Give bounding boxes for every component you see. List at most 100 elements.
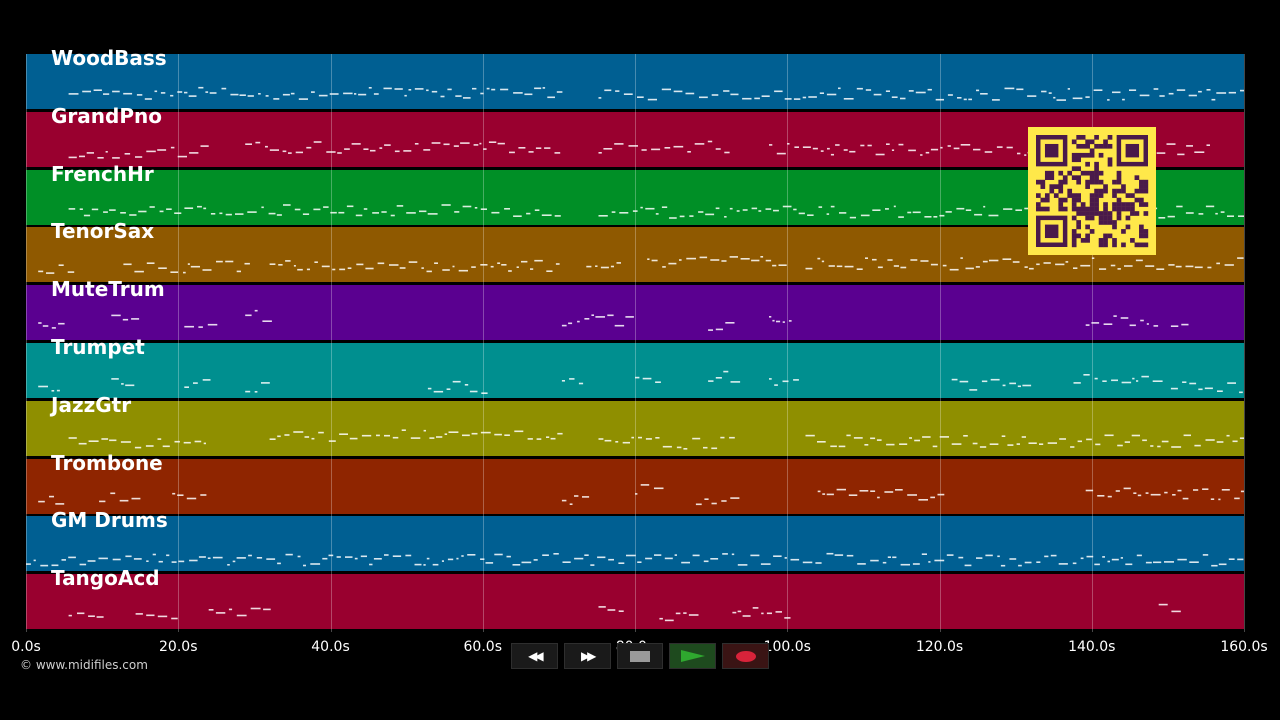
note	[794, 146, 799, 148]
note	[245, 143, 252, 145]
note	[51, 327, 56, 329]
note	[245, 314, 252, 317]
note	[1129, 324, 1136, 327]
note	[1102, 556, 1105, 559]
note	[1142, 439, 1147, 441]
note	[1146, 323, 1149, 325]
note	[219, 212, 223, 214]
note	[363, 148, 369, 150]
note	[930, 148, 939, 151]
note	[326, 150, 336, 153]
note	[805, 268, 813, 270]
note	[1176, 89, 1186, 91]
note	[598, 606, 606, 608]
note	[87, 560, 96, 563]
note	[187, 263, 190, 266]
note	[695, 503, 702, 505]
note	[1156, 152, 1166, 154]
note	[737, 564, 748, 567]
note	[568, 322, 573, 325]
note	[673, 90, 683, 93]
note	[908, 90, 914, 92]
note	[900, 267, 907, 269]
note	[556, 91, 563, 93]
note	[1158, 603, 1168, 606]
note	[1018, 565, 1022, 567]
track-notes	[38, 310, 1189, 332]
note	[729, 436, 735, 439]
note	[121, 383, 124, 385]
note	[802, 561, 813, 564]
note	[827, 147, 830, 150]
note	[516, 266, 519, 269]
note	[508, 270, 512, 273]
note	[266, 558, 276, 561]
note	[761, 95, 770, 97]
note	[940, 146, 943, 149]
note	[38, 385, 48, 388]
note	[336, 556, 341, 559]
note	[600, 267, 609, 269]
note	[119, 499, 129, 502]
fast-forward-button[interactable]: ▶▶	[563, 643, 611, 669]
note	[1207, 267, 1212, 269]
note	[668, 263, 677, 265]
note	[1001, 435, 1006, 437]
stop-button[interactable]	[616, 643, 664, 669]
track-7: JazzGtr	[26, 393, 1244, 456]
note	[311, 437, 315, 440]
note	[1059, 437, 1066, 440]
note	[561, 324, 567, 327]
note	[88, 440, 99, 442]
note	[125, 384, 135, 387]
note	[935, 98, 944, 101]
note	[912, 211, 921, 213]
track-notes	[26, 553, 1244, 567]
note	[788, 320, 792, 322]
note	[997, 555, 1000, 558]
note	[171, 617, 178, 620]
note	[907, 493, 917, 496]
note	[947, 144, 951, 147]
note	[793, 379, 799, 381]
note	[711, 502, 717, 504]
note	[384, 554, 389, 557]
note	[354, 93, 357, 95]
note	[209, 92, 217, 94]
note	[928, 561, 931, 564]
note	[349, 437, 358, 440]
note	[136, 94, 143, 96]
note	[534, 208, 540, 211]
note	[216, 261, 223, 263]
note	[410, 437, 421, 439]
rewind-button[interactable]: ◀◀	[511, 643, 558, 669]
note	[710, 259, 720, 262]
gridline	[26, 54, 27, 632]
note	[983, 205, 986, 208]
note	[1117, 268, 1121, 271]
note	[550, 437, 556, 440]
play-button[interactable]	[669, 643, 717, 669]
note	[480, 92, 484, 95]
note	[462, 205, 472, 207]
note	[590, 564, 595, 567]
note	[1009, 382, 1016, 385]
note	[318, 431, 324, 434]
note	[40, 565, 49, 567]
track-notes	[68, 86, 1244, 101]
note	[501, 264, 507, 266]
time-tick-label: 0.0s	[11, 639, 41, 655]
note	[103, 93, 110, 95]
note	[927, 88, 932, 91]
track-notes	[38, 370, 1243, 394]
note	[533, 559, 538, 562]
note	[202, 379, 211, 381]
note	[263, 608, 271, 611]
record-button[interactable]	[722, 643, 769, 669]
note	[1194, 444, 1201, 447]
note	[631, 436, 634, 439]
note	[526, 212, 531, 214]
note	[1136, 380, 1139, 382]
note	[835, 143, 840, 146]
note	[960, 257, 963, 260]
